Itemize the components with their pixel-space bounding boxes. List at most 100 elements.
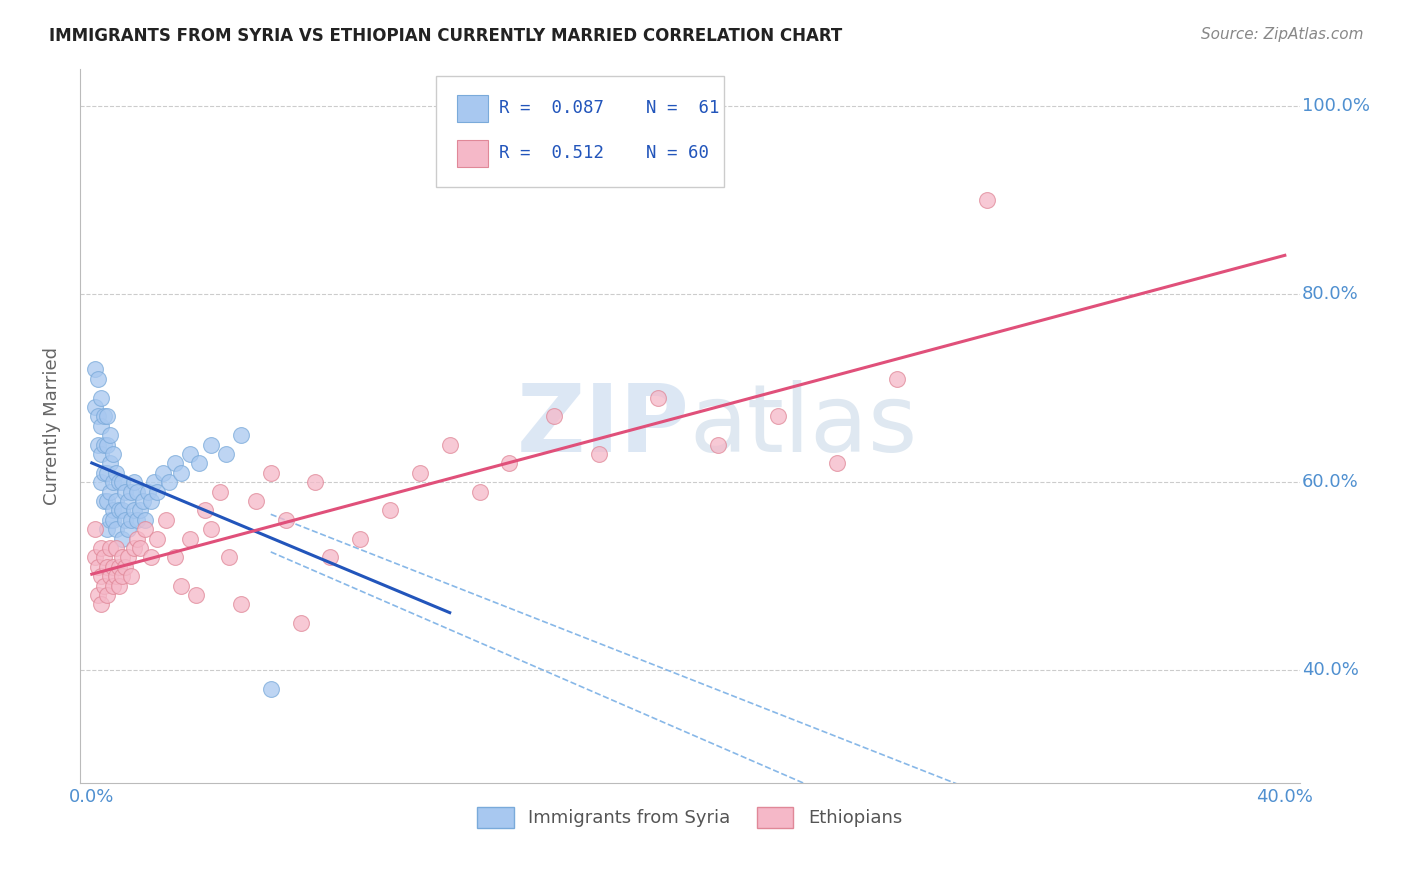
Point [245, 494, 267, 508]
Point [93, 466, 115, 480]
Point [87, 437, 110, 451]
Point [886, 372, 908, 386]
Point [96, 409, 118, 424]
Point [134, 513, 156, 527]
Point [165, 456, 187, 470]
Point [101, 447, 124, 461]
Point [229, 598, 252, 612]
Point [111, 569, 134, 583]
Point [90, 541, 112, 555]
Point [83, 550, 105, 565]
Text: 100.0%: 100.0% [1302, 97, 1371, 115]
Point [209, 484, 232, 499]
Point [104, 522, 127, 536]
Point [101, 559, 124, 574]
Point [260, 466, 283, 480]
Point [90, 569, 112, 583]
Point [96, 559, 118, 574]
Point [101, 513, 124, 527]
Point [125, 513, 148, 527]
Point [165, 550, 187, 565]
Point [186, 588, 208, 602]
Point [90, 418, 112, 433]
Point [378, 503, 401, 517]
Point [114, 484, 136, 499]
Point [104, 541, 127, 555]
Point [114, 559, 136, 574]
Point [122, 541, 145, 555]
Point [170, 579, 193, 593]
Point [107, 503, 129, 517]
Point [107, 475, 129, 490]
Point [87, 588, 110, 602]
Text: 80.0%: 80.0% [1302, 285, 1360, 303]
Point [101, 503, 124, 517]
Point [120, 513, 142, 527]
Point [90, 598, 112, 612]
Point [138, 484, 160, 499]
Point [215, 447, 238, 461]
Point [96, 466, 118, 480]
Point [111, 503, 134, 517]
Point [152, 466, 174, 480]
Point [141, 494, 163, 508]
Text: Source: ZipAtlas.com: Source: ZipAtlas.com [1201, 27, 1364, 42]
Point [83, 400, 105, 414]
Point [194, 503, 217, 517]
Point [468, 484, 491, 499]
Point [98, 484, 121, 499]
Point [93, 550, 115, 565]
Point [647, 391, 669, 405]
Point [122, 475, 145, 490]
Point [141, 550, 163, 565]
Text: 60.0%: 60.0% [1302, 473, 1360, 491]
Point [146, 532, 169, 546]
Point [111, 532, 134, 546]
Point [349, 532, 371, 546]
Point [766, 409, 789, 424]
Text: R =  0.087    N =  61: R = 0.087 N = 61 [499, 99, 720, 117]
Point [117, 522, 139, 536]
Point [155, 513, 177, 527]
Point [101, 475, 124, 490]
Text: 40.0%: 40.0% [1302, 661, 1360, 679]
Text: R =  0.512    N = 60: R = 0.512 N = 60 [499, 144, 709, 161]
Point [304, 475, 326, 490]
Point [146, 484, 169, 499]
Point [827, 456, 849, 470]
Point [104, 466, 127, 480]
Point [98, 541, 121, 555]
Point [104, 569, 127, 583]
Point [498, 456, 520, 470]
Point [87, 559, 110, 574]
Point [120, 569, 142, 583]
Point [125, 484, 148, 499]
Point [319, 550, 342, 565]
Point [200, 437, 222, 451]
Point [96, 494, 118, 508]
Point [976, 193, 998, 207]
Point [543, 409, 565, 424]
Point [128, 541, 150, 555]
Point [188, 456, 211, 470]
Point [87, 372, 110, 386]
Text: IMMIGRANTS FROM SYRIA VS ETHIOPIAN CURRENTLY MARRIED CORRELATION CHART: IMMIGRANTS FROM SYRIA VS ETHIOPIAN CURRE… [49, 27, 842, 45]
Point [83, 522, 105, 536]
Text: atlas: atlas [690, 380, 918, 472]
Point [83, 362, 105, 376]
Point [90, 391, 112, 405]
Point [107, 579, 129, 593]
Point [96, 588, 118, 602]
Point [98, 428, 121, 442]
Point [90, 475, 112, 490]
Point [157, 475, 180, 490]
Point [111, 475, 134, 490]
Y-axis label: Currently Married: Currently Married [44, 347, 60, 505]
Point [98, 456, 121, 470]
Point [439, 437, 461, 451]
Point [107, 559, 129, 574]
Point [290, 616, 312, 631]
Point [707, 437, 730, 451]
Point [117, 550, 139, 565]
Point [200, 522, 222, 536]
